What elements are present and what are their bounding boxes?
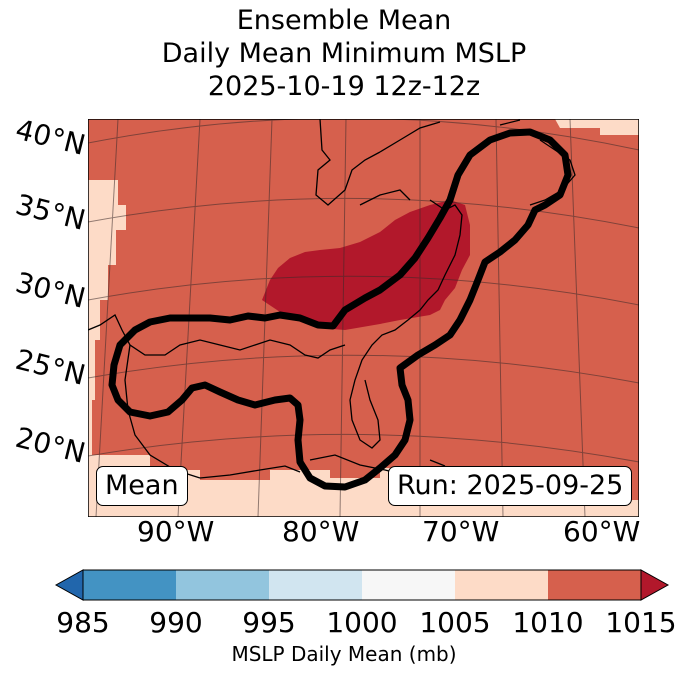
colorbar-segment: [269, 570, 363, 600]
mslp-field-1005-1010-west: [88, 180, 126, 517]
colorbar-tick-label: 985: [56, 606, 110, 639]
colorbar-segment: [548, 570, 642, 600]
colorbar-extend-low: [54, 569, 84, 601]
colorbar-tick-label: 995: [242, 606, 296, 639]
colorbar-tick-label: 990: [149, 606, 203, 639]
mslp-field-above-1015: [262, 200, 470, 330]
colorbar-tick-label: 1000: [326, 606, 398, 639]
colorbar-tick-label: 1005: [419, 606, 491, 639]
mslp-field-1005-1010-ne: [555, 119, 639, 135]
colorbar-label: MSLP Daily Mean (mb): [231, 642, 457, 666]
colorbar-segment: [83, 570, 177, 600]
colorbar-tick-label: 1015: [605, 606, 677, 639]
colorbar-extend-high: [640, 569, 670, 601]
mean-label-box: Mean: [96, 466, 188, 506]
lon-label-70w: 70°W: [422, 515, 499, 548]
colorbar-segment: [455, 570, 549, 600]
title-line-3: 2025-10-19 12z-12z: [207, 71, 481, 102]
colorbar-segment: [176, 570, 270, 600]
title-line-1: Ensemble Mean: [236, 5, 452, 36]
colorbar-tick-label: 1010: [512, 606, 584, 639]
lon-label-60w: 60°W: [563, 515, 640, 548]
lon-label-90w: 90°W: [137, 515, 214, 548]
lon-label-80w: 80°W: [282, 515, 359, 548]
colorbar-segment: [362, 570, 456, 600]
title-line-2: Daily Mean Minimum MSLP: [161, 38, 527, 69]
ensemble-outline: [108, 128, 572, 491]
run-date-box: Run: 2025-09-25: [388, 466, 633, 506]
